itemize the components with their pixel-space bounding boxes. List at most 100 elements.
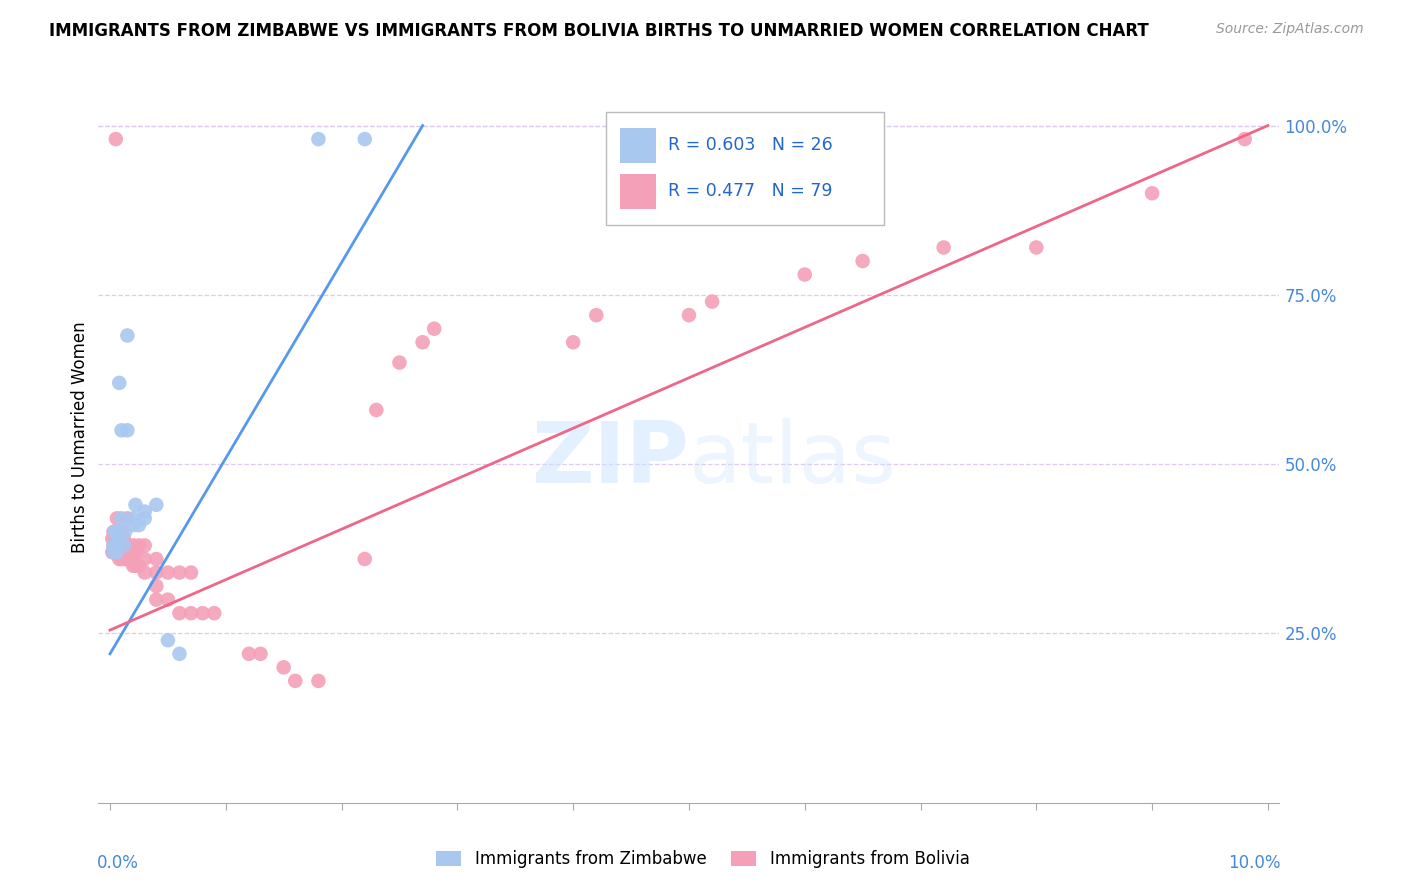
Point [134, 505, 156, 519]
Point [104, 538, 127, 552]
Point [353, 132, 375, 146]
Point [122, 545, 145, 559]
Point [1233, 132, 1256, 146]
Point [114, 524, 136, 539]
Point [169, 647, 191, 661]
Point [793, 268, 815, 282]
Text: Source: ZipAtlas.com: Source: ZipAtlas.com [1216, 22, 1364, 37]
Point [104, 524, 127, 539]
Point [103, 538, 125, 552]
Point [104, 132, 127, 146]
Point [110, 423, 132, 437]
Point [932, 240, 955, 254]
Point [180, 566, 202, 580]
Point [105, 538, 128, 552]
Point [105, 532, 128, 546]
Point [353, 552, 375, 566]
Point [169, 566, 191, 580]
Text: 0.0%: 0.0% [97, 854, 139, 872]
Point [122, 538, 145, 552]
Point [117, 328, 139, 343]
Text: 10.0%: 10.0% [1229, 854, 1281, 872]
Point [112, 545, 135, 559]
Point [103, 538, 125, 552]
Point [585, 308, 607, 322]
Y-axis label: Births to Unmarried Women: Births to Unmarried Women [70, 321, 89, 553]
Point [412, 335, 434, 350]
Bar [620, 174, 655, 209]
Point [128, 518, 150, 533]
Point [104, 532, 127, 546]
Point [852, 254, 875, 268]
Point [110, 511, 132, 525]
Point [145, 566, 167, 580]
Point [124, 545, 146, 559]
Point [108, 524, 131, 539]
Point [122, 518, 145, 533]
Point [423, 322, 446, 336]
Point [1025, 240, 1047, 254]
Point [156, 633, 179, 648]
Text: R = 0.477   N = 79: R = 0.477 N = 79 [668, 182, 832, 201]
Legend: Immigrants from Zimbabwe, Immigrants from Bolivia: Immigrants from Zimbabwe, Immigrants fro… [430, 844, 976, 875]
Point [104, 524, 127, 539]
Point [110, 538, 132, 552]
Point [134, 552, 156, 566]
Point [104, 532, 127, 546]
Point [156, 592, 179, 607]
Point [115, 545, 138, 559]
FancyBboxPatch shape [606, 112, 884, 225]
Point [134, 511, 156, 525]
Point [117, 423, 139, 437]
Point [104, 524, 127, 539]
Text: atlas: atlas [689, 417, 897, 500]
Point [107, 532, 129, 546]
Point [134, 566, 156, 580]
Point [273, 660, 295, 674]
Point [307, 132, 329, 146]
Point [105, 545, 128, 559]
Point [104, 538, 127, 552]
Point [108, 552, 131, 566]
Point [105, 511, 128, 525]
Point [107, 524, 129, 539]
Point [238, 647, 260, 661]
Point [117, 511, 139, 525]
Point [122, 558, 145, 573]
Bar [620, 128, 655, 163]
Point [122, 552, 145, 566]
Point [114, 552, 136, 566]
Point [128, 538, 150, 552]
Point [191, 606, 214, 620]
Point [122, 511, 145, 525]
Point [105, 538, 128, 552]
Point [145, 552, 167, 566]
Point [180, 606, 202, 620]
Point [388, 355, 411, 369]
Point [104, 538, 127, 552]
Point [104, 524, 127, 539]
Point [145, 592, 167, 607]
Point [114, 538, 136, 552]
Point [124, 558, 146, 573]
Point [103, 545, 125, 559]
Point [156, 566, 179, 580]
Point [101, 545, 124, 559]
Text: R = 0.603   N = 26: R = 0.603 N = 26 [668, 136, 832, 154]
Point [110, 524, 132, 539]
Point [1140, 186, 1163, 201]
Point [110, 545, 132, 559]
Point [112, 538, 135, 552]
Point [128, 558, 150, 573]
Point [678, 308, 700, 322]
Point [112, 532, 135, 546]
Point [105, 524, 128, 539]
Point [108, 538, 131, 552]
Point [145, 579, 167, 593]
Point [110, 552, 132, 566]
Point [700, 294, 723, 309]
Point [202, 606, 225, 620]
Point [307, 673, 329, 688]
Point [562, 335, 585, 350]
Point [124, 498, 146, 512]
